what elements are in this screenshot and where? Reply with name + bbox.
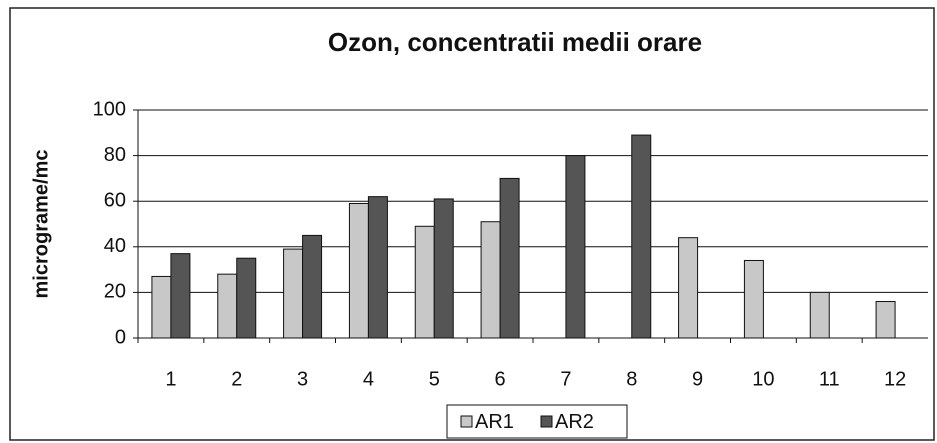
bar bbox=[302, 234, 323, 339]
legend-box bbox=[446, 404, 628, 439]
bar bbox=[875, 301, 896, 339]
legend-swatch bbox=[460, 415, 473, 428]
y-axis-label: micrograme/mc bbox=[30, 150, 52, 299]
bar bbox=[631, 134, 652, 339]
x-tick-label: 12 bbox=[884, 368, 906, 390]
x-tick-label: 4 bbox=[363, 368, 374, 390]
bar bbox=[678, 237, 699, 339]
x-tick-label: 1 bbox=[165, 368, 176, 390]
bar bbox=[414, 225, 435, 339]
bar bbox=[367, 196, 388, 339]
bar bbox=[348, 202, 369, 339]
x-tick-label: 3 bbox=[297, 368, 308, 390]
y-tick-label: 100 bbox=[93, 98, 126, 120]
bar bbox=[151, 275, 172, 339]
x-tick-label: 8 bbox=[626, 368, 637, 390]
bar bbox=[480, 221, 501, 339]
y-tick-label: 20 bbox=[104, 281, 126, 303]
x-tick-label: 10 bbox=[752, 368, 774, 390]
legend-swatch bbox=[540, 415, 553, 428]
bar bbox=[433, 198, 454, 339]
bar bbox=[170, 253, 191, 339]
y-tick-label: 80 bbox=[104, 144, 126, 166]
y-tick-label: 60 bbox=[104, 189, 126, 211]
legend-label: AR2 bbox=[555, 411, 594, 433]
x-tick-label: 9 bbox=[692, 368, 703, 390]
chart-title: Ozon, concentratii medii orare bbox=[328, 27, 702, 57]
x-tick-label: 11 bbox=[819, 368, 840, 390]
x-tick-label: 6 bbox=[495, 368, 506, 390]
bar bbox=[743, 259, 764, 339]
y-tick-label: 0 bbox=[115, 326, 126, 348]
x-tick-label: 2 bbox=[231, 368, 242, 390]
bar bbox=[565, 155, 586, 339]
y-tick-label: 40 bbox=[104, 235, 126, 257]
bar bbox=[236, 257, 257, 339]
bar bbox=[217, 273, 238, 339]
legend-label: AR1 bbox=[475, 411, 514, 433]
x-tick-label: 7 bbox=[560, 368, 571, 390]
bar bbox=[499, 177, 520, 339]
bar bbox=[809, 291, 830, 339]
bar bbox=[283, 248, 304, 339]
chart-border bbox=[9, 7, 935, 441]
x-tick-label: 5 bbox=[429, 368, 440, 390]
